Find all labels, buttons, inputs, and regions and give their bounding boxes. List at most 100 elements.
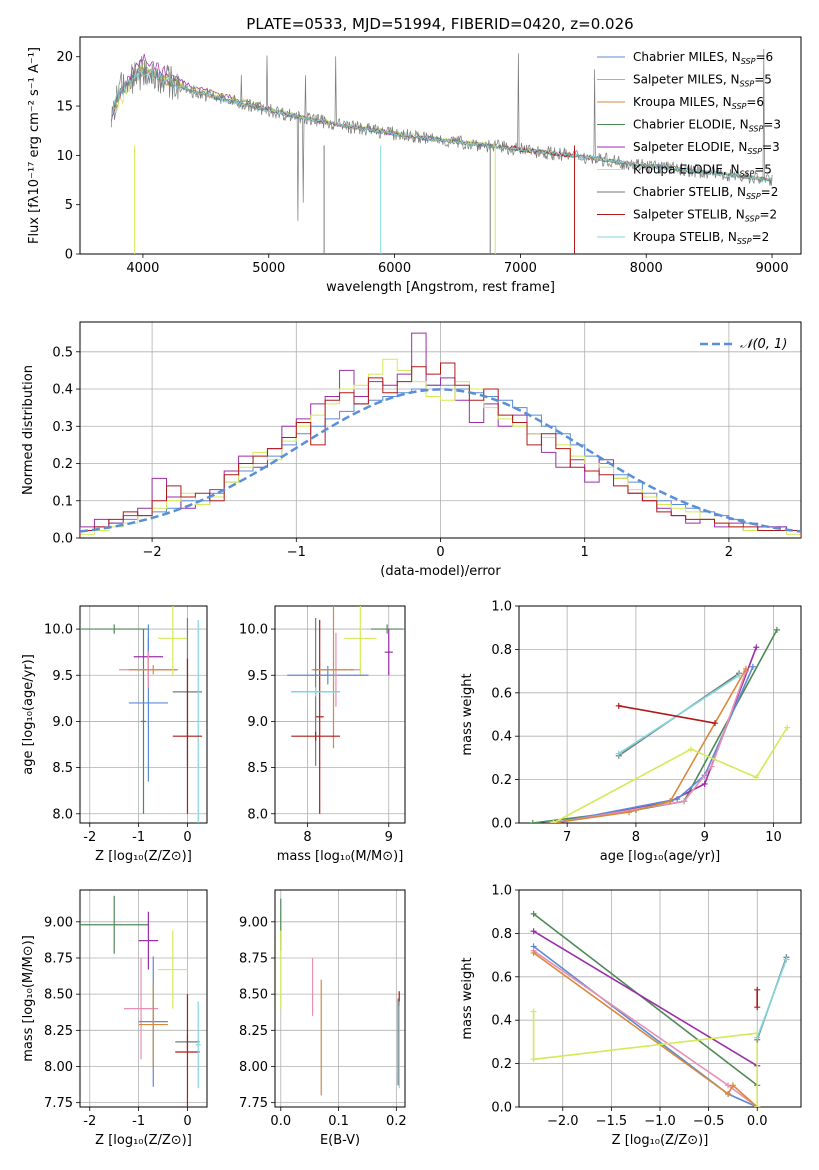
y-tick-label: 1.0 bbox=[491, 884, 512, 899]
data-point-marker bbox=[725, 1090, 732, 1097]
legend-subscript: SSP bbox=[737, 237, 752, 246]
y-tick-label: 8.25 bbox=[239, 1024, 268, 1039]
weight-line bbox=[533, 950, 758, 1107]
mass-vs-Z-panel: -2 -1 0 7.75 8.00 8.25 8.50 8.75 9.00 Z [log₁₀(Z/… bbox=[21, 889, 208, 1148]
figure-title: PLATE=0533, MJD=51994, FIBERID=0420, z=0… bbox=[246, 15, 633, 33]
weight-vs-age-panel: 7 8 9 10 0.0 0.2 0.4 0.6 0.8 1.0 age [log₁₀(age/yr… bbox=[460, 600, 802, 864]
y-axis-label: mass [log₁₀(M/M⊙)] bbox=[21, 935, 36, 1062]
x-tick-label: 7 bbox=[563, 830, 571, 845]
y-tick-label: 9.5 bbox=[247, 669, 268, 684]
y-tick-label: 7.75 bbox=[239, 1096, 268, 1111]
data-point-marker bbox=[674, 796, 681, 803]
y-tick-label: 0 bbox=[65, 248, 73, 263]
legend-entry: Kroupa MILES, NSSP=6 bbox=[633, 95, 764, 111]
x-tick-label: 0.0 bbox=[270, 1114, 291, 1129]
axes-frame bbox=[518, 605, 802, 824]
age-vs-mass-panel: 8 9 8.0 8.5 9.0 9.5 10.0 mass [log₁₀(M/M⊙)] bbox=[239, 605, 406, 864]
legend-entry: Salpeter MILES, NSSP=5 bbox=[633, 73, 772, 89]
x-tick-label: −2 bbox=[143, 545, 162, 560]
y-tick-label: 10 bbox=[56, 149, 73, 164]
x-axis-label: age [log₁₀(age/yr)] bbox=[600, 849, 721, 864]
normal-curve bbox=[80, 388, 801, 533]
y-tick-label: 7.75 bbox=[44, 1096, 73, 1111]
residual-histogram-panel: −2 −1 0 1 2 0.0 0.1 0.2 0.3 0.4 0.5 (data-model)/er… bbox=[21, 321, 802, 579]
legend-nssp: =5 bbox=[754, 163, 772, 177]
weight-line bbox=[533, 952, 758, 1107]
x-axis-label: E(B-V) bbox=[320, 1133, 360, 1148]
axes-frame bbox=[79, 889, 208, 1108]
data-point-marker bbox=[550, 820, 557, 823]
y-tick-label: 9.0 bbox=[247, 715, 268, 730]
y-tick-label: 5 bbox=[65, 198, 73, 213]
x-tick-label: 8000 bbox=[630, 261, 663, 276]
y-tick-label: 8.0 bbox=[52, 807, 73, 822]
weight-line bbox=[553, 668, 747, 823]
data-point-marker bbox=[530, 1056, 537, 1063]
weight-line bbox=[532, 629, 778, 823]
age-vs-mass-plot-area bbox=[287, 606, 404, 814]
y-tick-label: 9.00 bbox=[44, 915, 73, 930]
data-point-marker bbox=[708, 763, 715, 770]
legend-entry: 𝒩(0, 1) bbox=[740, 337, 787, 352]
x-tick-label: 5000 bbox=[252, 261, 285, 276]
weight-line bbox=[553, 670, 747, 823]
y-axis-label: age [log₁₀(age/yr)] bbox=[21, 654, 36, 775]
x-tick-label: 0.0 bbox=[747, 1114, 768, 1129]
axes-frame bbox=[79, 36, 802, 255]
weight-line bbox=[553, 727, 788, 823]
weight-vs-Z-panel: −2.0 −1.5 −1.0 −0.5 0.0 0.0 0.2 0.4 0.6 0.8 1.0 Z [… bbox=[460, 884, 802, 1148]
y-tick-label: 10.0 bbox=[239, 623, 268, 638]
x-tick-label: −1.0 bbox=[644, 1114, 676, 1129]
x-tick-label: 9000 bbox=[756, 261, 789, 276]
y-tick-label: 0.2 bbox=[491, 1057, 512, 1072]
histogram-series bbox=[80, 362, 801, 538]
mass-vs-Z-plot-area bbox=[80, 895, 201, 1107]
y-tick-label: 0.0 bbox=[491, 1101, 512, 1116]
mass-vs-EBV-plot-area bbox=[280, 898, 400, 1096]
weight-line bbox=[532, 1011, 759, 1107]
y-tick-label: 0.2 bbox=[52, 457, 73, 472]
x-axis-label: Z [log₁₀(Z/Z⊙)] bbox=[95, 1133, 192, 1148]
legend-entry: Chabrier MILES, NSSP=6 bbox=[633, 50, 773, 66]
data-point-marker bbox=[667, 798, 674, 805]
weight-line bbox=[533, 913, 758, 1086]
y-tick-label: 0.8 bbox=[491, 927, 512, 942]
y-tick-label: 8.5 bbox=[52, 761, 73, 776]
age-vs-Z-panel: -2 -1 0 8.0 8.5 9.0 9.5 10.0 Z [log₁₀(Z/Z⊙)] age … bbox=[21, 605, 208, 864]
weight-vs-age-plot-area bbox=[529, 626, 791, 823]
y-tick-label: 8.0 bbox=[247, 807, 268, 822]
x-tick-label: 0.1 bbox=[328, 1114, 349, 1129]
legend-subscript: SSP bbox=[740, 80, 755, 89]
y-tick-label: 15 bbox=[56, 100, 73, 115]
legend-nssp: =3 bbox=[762, 140, 780, 154]
x-tick-label: −2.0 bbox=[547, 1114, 579, 1129]
data-point-marker bbox=[754, 1104, 761, 1107]
data-point-marker bbox=[712, 720, 719, 727]
x-tick-label: −0.5 bbox=[693, 1114, 725, 1129]
y-tick-label: 0.4 bbox=[491, 1014, 512, 1029]
x-tick-label: -1 bbox=[132, 830, 145, 845]
y-tick-label: 0.2 bbox=[491, 773, 512, 788]
weight-line bbox=[618, 674, 740, 755]
legend-entry: Salpeter ELODIE, NSSP=3 bbox=[633, 140, 780, 156]
x-tick-label: 1 bbox=[581, 545, 589, 560]
data-point-marker bbox=[753, 644, 760, 651]
y-tick-label: 8.5 bbox=[247, 761, 268, 776]
y-tick-label: 9.00 bbox=[239, 915, 268, 930]
data-point-marker bbox=[615, 750, 622, 757]
legend: 𝒩(0, 1) bbox=[700, 337, 787, 352]
x-tick-label: 0 bbox=[436, 545, 444, 560]
y-tick-label: 8.50 bbox=[239, 988, 268, 1003]
axes-frame bbox=[518, 889, 802, 1108]
legend-nssp: =2 bbox=[761, 185, 779, 199]
data-point-marker bbox=[530, 910, 537, 917]
legend-entry: Kroupa ELODIE, NSSP=5 bbox=[633, 163, 772, 179]
x-tick-label: 8 bbox=[632, 830, 640, 845]
y-tick-label: 0.1 bbox=[52, 494, 73, 509]
y-tick-label: 0.6 bbox=[491, 970, 512, 985]
data-point-marker bbox=[615, 702, 622, 709]
data-point-marker bbox=[729, 1082, 736, 1089]
legend-subscript: SSP bbox=[746, 192, 761, 201]
weight-line bbox=[553, 666, 754, 823]
